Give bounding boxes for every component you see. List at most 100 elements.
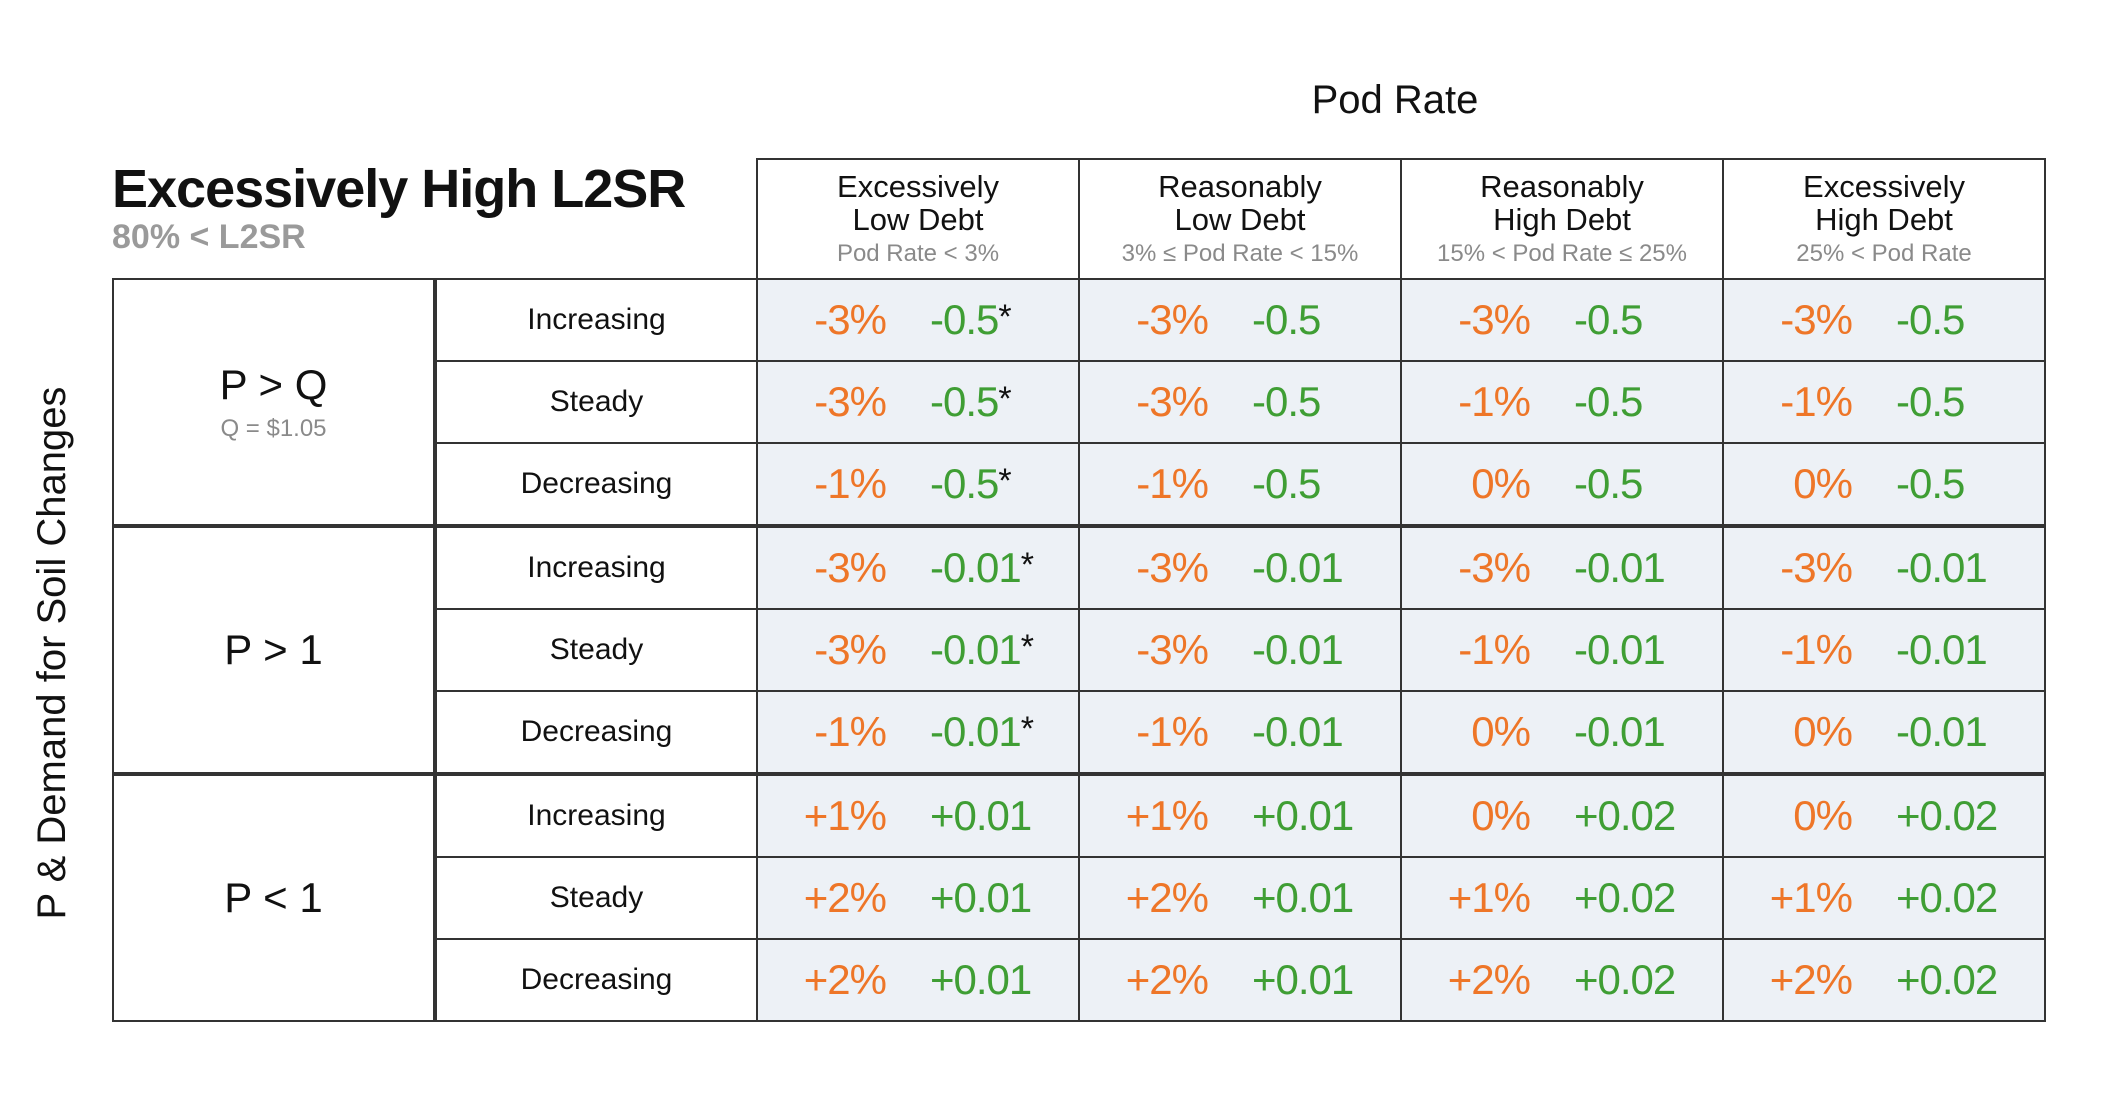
pct-value: -3% <box>1136 296 1209 343</box>
block-title: Excessively High L2SR <box>112 159 686 219</box>
amount-value: -0.5 <box>1574 378 1684 426</box>
pct-value: -1% <box>1136 460 1209 507</box>
amount-text: +0.02 <box>1574 792 1676 839</box>
trend-label: Increasing <box>434 278 758 362</box>
footnote-star: * <box>998 462 1011 500</box>
trend-label: Increasing <box>434 772 758 858</box>
amount-value: -0.5* <box>930 378 1040 426</box>
value-cell: -3% -0.5 <box>1722 278 2046 362</box>
value-cell: -3% -0.5 <box>1078 278 1402 362</box>
column-axis-title: Pod Rate <box>1311 78 1479 122</box>
pct-value: +2% <box>1447 956 1531 1003</box>
value-cell: +2% +0.01 <box>1078 938 1402 1022</box>
value-cell: -1% -0.01* <box>756 690 1080 775</box>
amount-text: -0.01 <box>1252 544 1344 591</box>
pct-value: +2% <box>803 956 887 1003</box>
value-cell: +2% +0.02 <box>1722 938 2046 1022</box>
amount-value: +0.01 <box>930 956 1040 1004</box>
column-header-label: Excessively High Debt <box>1803 169 1965 237</box>
pct-value: -1% <box>814 460 887 507</box>
pct-value: -3% <box>1136 544 1209 591</box>
value-cell: -1% -0.01 <box>1722 608 2046 692</box>
amount-value: -0.5 <box>1252 378 1362 426</box>
column-header-3: Reasonably High Debt 15% < Pod Rate ≤ 25% <box>1400 158 1724 280</box>
amount-text: -0.5 <box>1896 460 1965 507</box>
value-cell: 0% -0.5 <box>1722 442 2046 527</box>
amount-text: -0.01 <box>1574 544 1666 591</box>
pct-value: -3% <box>1458 544 1531 591</box>
footnote-star: * <box>1020 710 1034 748</box>
pct-value: -1% <box>1458 626 1531 673</box>
pct-value: 0% <box>1793 708 1853 755</box>
amount-text: -0.01 <box>930 544 1022 591</box>
amount-value: -0.01 <box>1896 708 2006 756</box>
amount-text: +0.02 <box>1574 956 1676 1003</box>
table-row: Steady -3% -0.01* -3% -0.01 -1% -0.01 -1% -0.01 <box>113 608 2046 692</box>
amount-value: +0.01 <box>1252 792 1362 840</box>
amount-value: +0.01 <box>1252 956 1362 1004</box>
trend-label: Decreasing <box>434 690 758 775</box>
pct-value: +2% <box>1125 956 1209 1003</box>
amount-text: +0.02 <box>1896 874 1998 921</box>
pct-value: -3% <box>1136 378 1209 425</box>
amount-text: -0.5 <box>1252 378 1321 425</box>
amount-value: -0.5 <box>1896 460 2006 508</box>
value-cell: 0% +0.02 <box>1400 772 1724 858</box>
pct-value: -1% <box>814 708 887 755</box>
amount-text: -0.5 <box>1574 296 1643 343</box>
amount-text: -0.01 <box>1896 544 1988 591</box>
value-cell: +2% +0.01 <box>756 938 1080 1022</box>
amount-text: -0.01 <box>930 626 1022 673</box>
value-cell: -3% -0.01* <box>756 608 1080 692</box>
amount-text: -0.5 <box>1574 460 1643 507</box>
value-cell: 0% -0.01 <box>1722 690 2046 775</box>
amount-value: -0.5 <box>1252 460 1362 508</box>
value-cell: +1% +0.01 <box>1078 772 1402 858</box>
group-label-cell: P > Q Q = $1.05 <box>112 278 437 527</box>
amount-value: -0.5 <box>1574 460 1684 508</box>
amount-text: -0.5 <box>930 460 999 507</box>
pct-value: -3% <box>1780 544 1853 591</box>
amount-text: -0.5 <box>1252 296 1321 343</box>
amount-value: +0.02 <box>1574 792 1684 840</box>
table-row: Decreasing -1% -0.01* -1% -0.01 0% -0.01 0% -0.0… <box>113 690 2046 775</box>
column-header-1: Excessively Low Debt Pod Rate < 3% <box>756 158 1080 280</box>
value-cell: -3% -0.01* <box>756 524 1080 610</box>
table-row: Decreasing -1% -0.5* -1% -0.5 0% -0.5 0% -0.5 <box>113 442 2046 527</box>
value-cell: -1% -0.5* <box>756 442 1080 527</box>
amount-text: -0.01 <box>930 708 1022 755</box>
amount-text: +0.01 <box>1252 792 1354 839</box>
amount-text: +0.02 <box>1896 792 1998 839</box>
amount-value: -0.5* <box>930 296 1040 344</box>
amount-text: +0.01 <box>930 792 1032 839</box>
value-cell: -1% -0.01 <box>1078 690 1402 775</box>
amount-value: +0.02 <box>1896 874 2006 922</box>
amount-text: +0.01 <box>930 874 1032 921</box>
pct-value: -3% <box>814 544 887 591</box>
pct-value: -3% <box>814 378 887 425</box>
amount-text: -0.5 <box>930 378 999 425</box>
amount-value: +0.02 <box>1574 956 1684 1004</box>
group-label: P > 1 <box>224 626 323 673</box>
pct-value: 0% <box>1471 792 1531 839</box>
trend-label: Increasing <box>434 524 758 610</box>
amount-value: -0.5* <box>930 460 1040 508</box>
block-subtitle: 80% < L2SR <box>112 218 306 256</box>
amount-value: -0.01* <box>930 544 1040 592</box>
footnote-star: * <box>998 298 1011 336</box>
trend-label: Steady <box>434 360 758 444</box>
amount-value: -0.01 <box>1252 544 1362 592</box>
pct-value: +2% <box>1769 956 1853 1003</box>
group-label-cell: P < 1 <box>112 772 437 1022</box>
group-label-cell: P > 1 <box>112 524 437 775</box>
pct-value: -1% <box>1458 378 1531 425</box>
amount-text: -0.01 <box>1574 708 1666 755</box>
value-cell: +2% +0.01 <box>1078 856 1402 940</box>
pct-value: +1% <box>1125 792 1209 839</box>
column-header-label: Reasonably High Debt <box>1480 169 1644 237</box>
amount-text: +0.02 <box>1896 956 1998 1003</box>
table-row: P < 1 Increasing +1% +0.01 +1% +0.01 0% +0.02 0%… <box>112 772 2046 1022</box>
column-header-range: 3% ≤ Pod Rate < 15% <box>1121 240 1359 267</box>
amount-value: +0.02 <box>1896 956 2006 1004</box>
